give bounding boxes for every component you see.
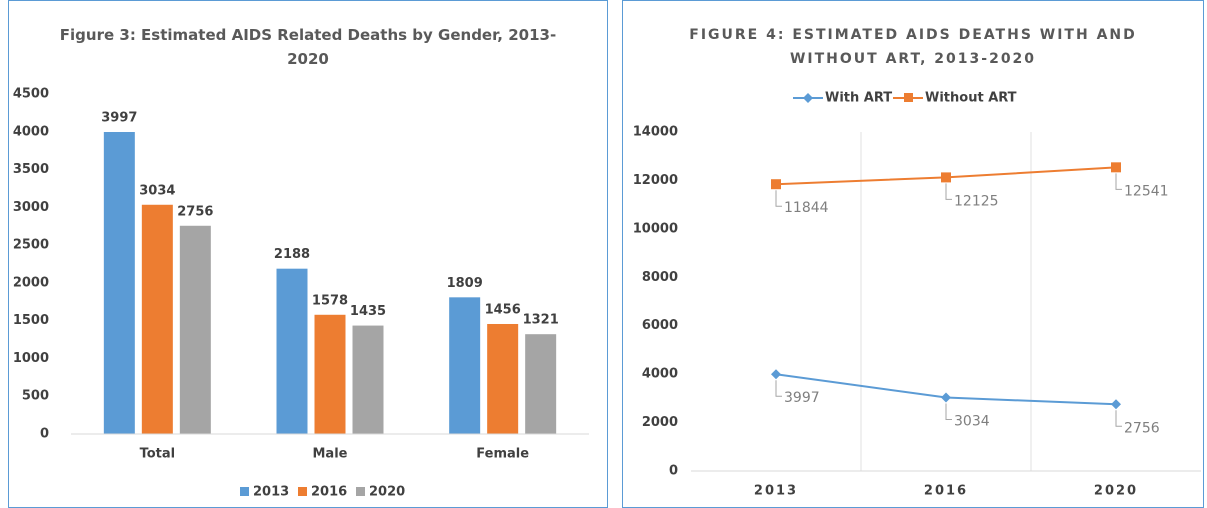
y-tick-label: 3500 [13,162,49,177]
bar [525,334,557,434]
data-label: 2756 [177,204,213,219]
chart: 0 500 1000 1500 2000 2500 3000 3500 4000 4500 Tota… [13,87,589,500]
legend-swatch [298,487,307,496]
data-label: 2188 [274,247,310,262]
x-tick-label: 2016 [924,484,968,499]
data-label: 2756 [1124,420,1160,436]
legend-label: 2016 [311,485,347,500]
data-label: 11844 [784,200,829,216]
y-tick-label: 2500 [13,238,49,253]
bar [103,132,135,434]
data-label: 12125 [954,193,999,209]
leader-line [945,403,952,421]
x-tick-label: Male [313,447,348,462]
chart-panel: FIGURE 4: ESTIMATED AIDS DEATHS WITH AND… [622,0,1204,508]
bar [179,225,211,434]
data-label: 3997 [101,111,137,126]
y-tick-label: 0 [40,427,49,442]
y-tick-label: 8000 [642,270,678,285]
legend-swatch [240,487,249,496]
marker [1111,162,1121,173]
x-tick-label: Female [476,447,529,462]
y-tick-label: 14000 [633,125,678,140]
bar [314,314,346,434]
y-tick-label: 0 [669,464,678,479]
leader-line [775,190,782,207]
y-tick-label: 2000 [642,415,678,430]
y-tick-label: 1500 [13,313,49,328]
x-tick-label: Total [140,447,176,462]
y-tick-label: 4000 [642,367,678,382]
y-tick-label: 12000 [633,173,678,188]
y-tick-label: 3000 [13,200,49,215]
legend-swatch [356,487,365,496]
legend-label: 2013 [253,485,289,500]
x-tick-label: 2020 [1094,484,1138,499]
data-label: 1321 [523,313,559,328]
legend-label: With ART [825,91,892,106]
y-tick-label: 6000 [642,318,678,333]
chart-panel: Figure 3: Estimated AIDS Related Deaths … [8,0,608,508]
y-tick-label: 4500 [13,87,49,102]
bar [449,297,481,434]
data-label: 1809 [447,276,483,291]
marker [771,369,781,380]
data-label: 12541 [1124,183,1169,199]
legend-marker [803,93,813,103]
chart: 0 2000 4000 6000 8000 10000 12000 14000 2013 2016… [633,91,1201,499]
bar [141,204,173,434]
bar [487,323,519,434]
legend-label: 2020 [369,485,405,500]
chart-title: FIGURE 4: ESTIMATED AIDS DEATHS WITH AND… [689,27,1137,67]
y-tick-label: 10000 [633,221,678,236]
data-label: 3997 [784,390,820,406]
marker [941,392,951,403]
data-label: 1578 [312,293,348,308]
leader-line [945,183,952,200]
leader-line [775,380,782,397]
data-label: 1456 [485,302,521,317]
chart-title: Figure 3: Estimated AIDS Related Deaths … [59,26,557,68]
marker [771,179,781,190]
marker [941,172,951,183]
data-label: 3034 [139,183,175,198]
y-tick-label: 500 [22,389,49,404]
y-tick-label: 1000 [13,351,49,366]
legend-label: Without ART [925,91,1017,106]
leader-line [1115,410,1122,427]
data-label: 1435 [350,304,386,319]
leader-line [1115,173,1122,190]
marker [1111,399,1121,410]
data-label: 3034 [954,414,990,430]
y-tick-label: 2000 [13,275,49,290]
bar [352,325,384,434]
legend-marker [904,93,913,102]
x-tick-label: 2013 [754,484,798,499]
bar [276,268,308,434]
y-tick-label: 4000 [13,124,49,139]
